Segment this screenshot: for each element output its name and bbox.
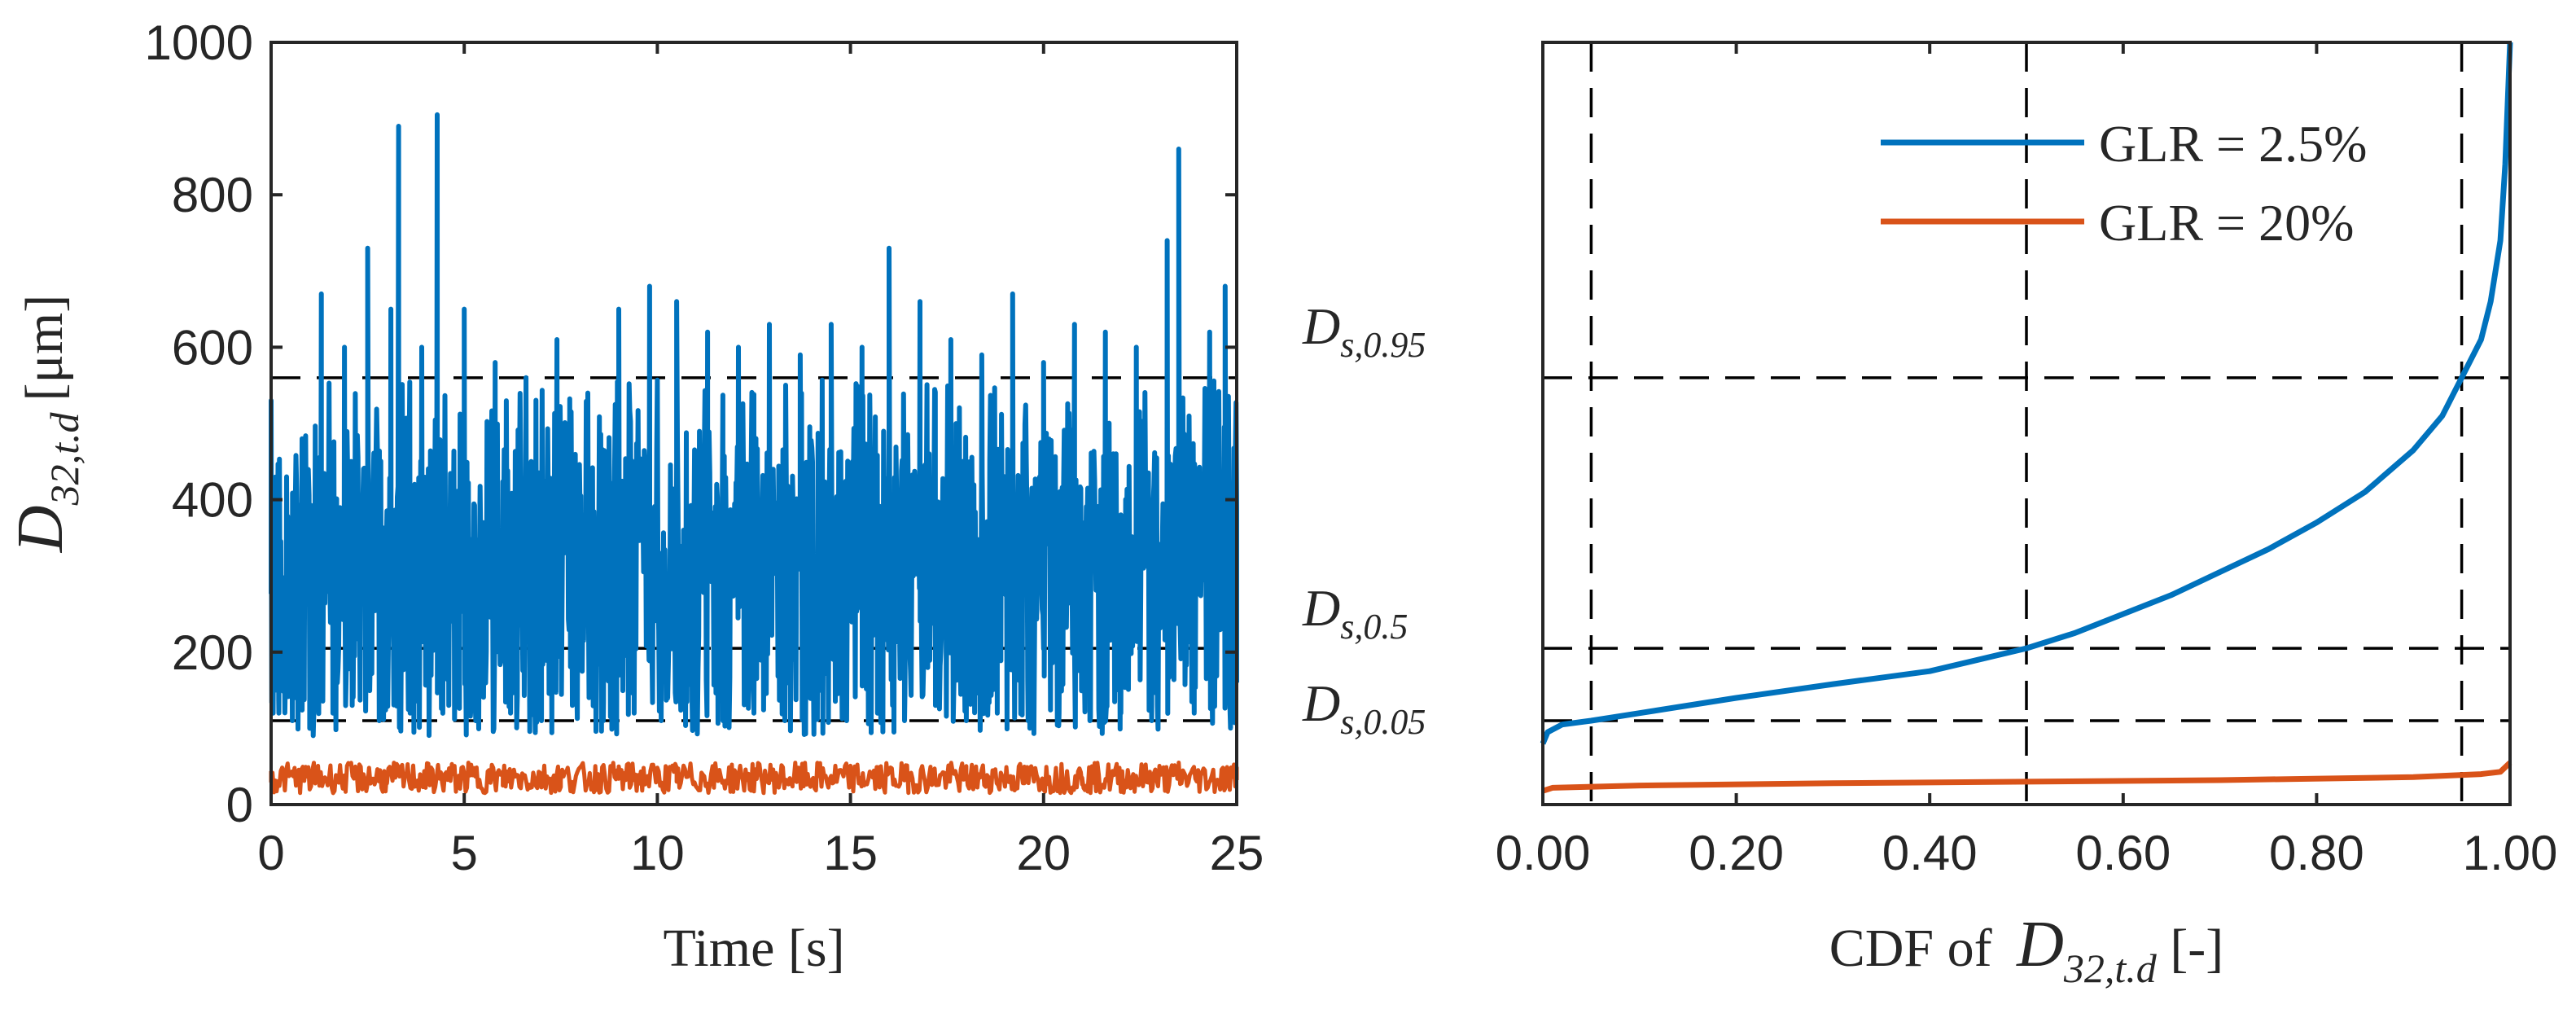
left-ylabel-symbol: D (5, 505, 77, 553)
ds-label-subscript: s,0.05 (1340, 702, 1426, 742)
legend-label-glr-2-5: GLR = 2.5% (2099, 115, 2367, 173)
left-x-tick-label: 5 (451, 826, 478, 880)
right-x-tick-labels: 0.00 0.20 0.40 0.60 0.80 1.00 (1496, 826, 2558, 880)
left-x-tick-label: 25 (1210, 826, 1264, 880)
right-xlabel-prefix: CDF of (1829, 919, 2005, 978)
right-ds-label-s-0-05: Ds,0.05 (1302, 674, 1426, 742)
legend-label-glr-20: GLR = 20% (2099, 194, 2354, 252)
right-series-lines (1540, 42, 2513, 794)
right-x-tick-label: 0.40 (1882, 826, 1978, 880)
ds-label-subscript: s,0.5 (1340, 607, 1408, 647)
legend: GLR = 2.5% GLR = 20% (1881, 115, 2367, 252)
left-x-tick-label: 20 (1016, 826, 1071, 880)
left-x-tick-label: 10 (630, 826, 685, 880)
right-plot: 0.00 0.20 0.40 0.60 0.80 1.00 Ds,0.95Ds,0.5Ds… (1302, 41, 2558, 991)
right-ds-label-s-0-5: Ds,0.5 (1302, 579, 1408, 647)
left-series-glr-20 (269, 761, 1239, 796)
left-plot: 0 200 400 600 800 1000 0 5 10 15 20 25 Time [s] D3… (5, 15, 1264, 978)
right-xlabel-symbol: D (2016, 909, 2064, 980)
left-x-axis-title: Time [s] (663, 919, 844, 978)
right-plot-frame (1541, 41, 2512, 806)
right-tick-marks (1541, 42, 2512, 805)
right-xlabel-subscript: 32,t.d (2063, 945, 2158, 991)
ds-label-symbol: D (1302, 579, 1340, 637)
right-x-tick-label: 0.60 (2075, 826, 2171, 880)
left-ylabel-unit: [μm] (15, 295, 74, 401)
right-xlabel-suffix: [-] (2157, 919, 2223, 978)
right-ds-label-s-0-95: Ds,0.95 (1302, 297, 1426, 365)
ds-label-symbol: D (1302, 297, 1340, 355)
right-x-tick-label: 0.00 (1496, 826, 1591, 880)
right-series-glr-2-5 (1540, 42, 2513, 745)
left-ylabel-subscript: 32,t.d (42, 412, 87, 507)
left-y-tick-label: 400 (172, 473, 253, 528)
right-series-glr-20 (1541, 760, 2512, 794)
left-series-lines (269, 112, 1239, 796)
left-y-tick-label: 600 (172, 320, 253, 375)
left-y-tick-label: 800 (172, 168, 253, 222)
right-x-tick-label: 0.80 (2269, 826, 2364, 880)
left-tick-marks (269, 41, 1238, 806)
left-y-tick-label: 200 (172, 625, 253, 680)
left-x-tick-labels: 0 5 10 15 20 25 (257, 826, 1264, 880)
left-y-tick-label: 1000 (145, 15, 253, 70)
left-plot-frame (269, 41, 1238, 806)
left-y-axis-title: D32,t.d [μm] (5, 295, 87, 553)
ds-label-symbol: D (1302, 674, 1340, 732)
left-y-tick-label: 0 (226, 778, 253, 832)
left-x-tick-label: 0 (257, 826, 284, 880)
right-x-tick-label: 1.00 (2463, 826, 2558, 880)
left-y-tick-labels: 0 200 400 600 800 1000 (145, 15, 253, 832)
left-series-glr-2-5 (269, 112, 1239, 739)
right-x-axis-title: CDF of D32,t.d [-] (1829, 909, 2224, 991)
ds-label-subscript: s,0.95 (1340, 325, 1426, 365)
right-x-tick-label: 0.20 (1689, 826, 1784, 880)
left-x-tick-label: 15 (823, 826, 878, 880)
